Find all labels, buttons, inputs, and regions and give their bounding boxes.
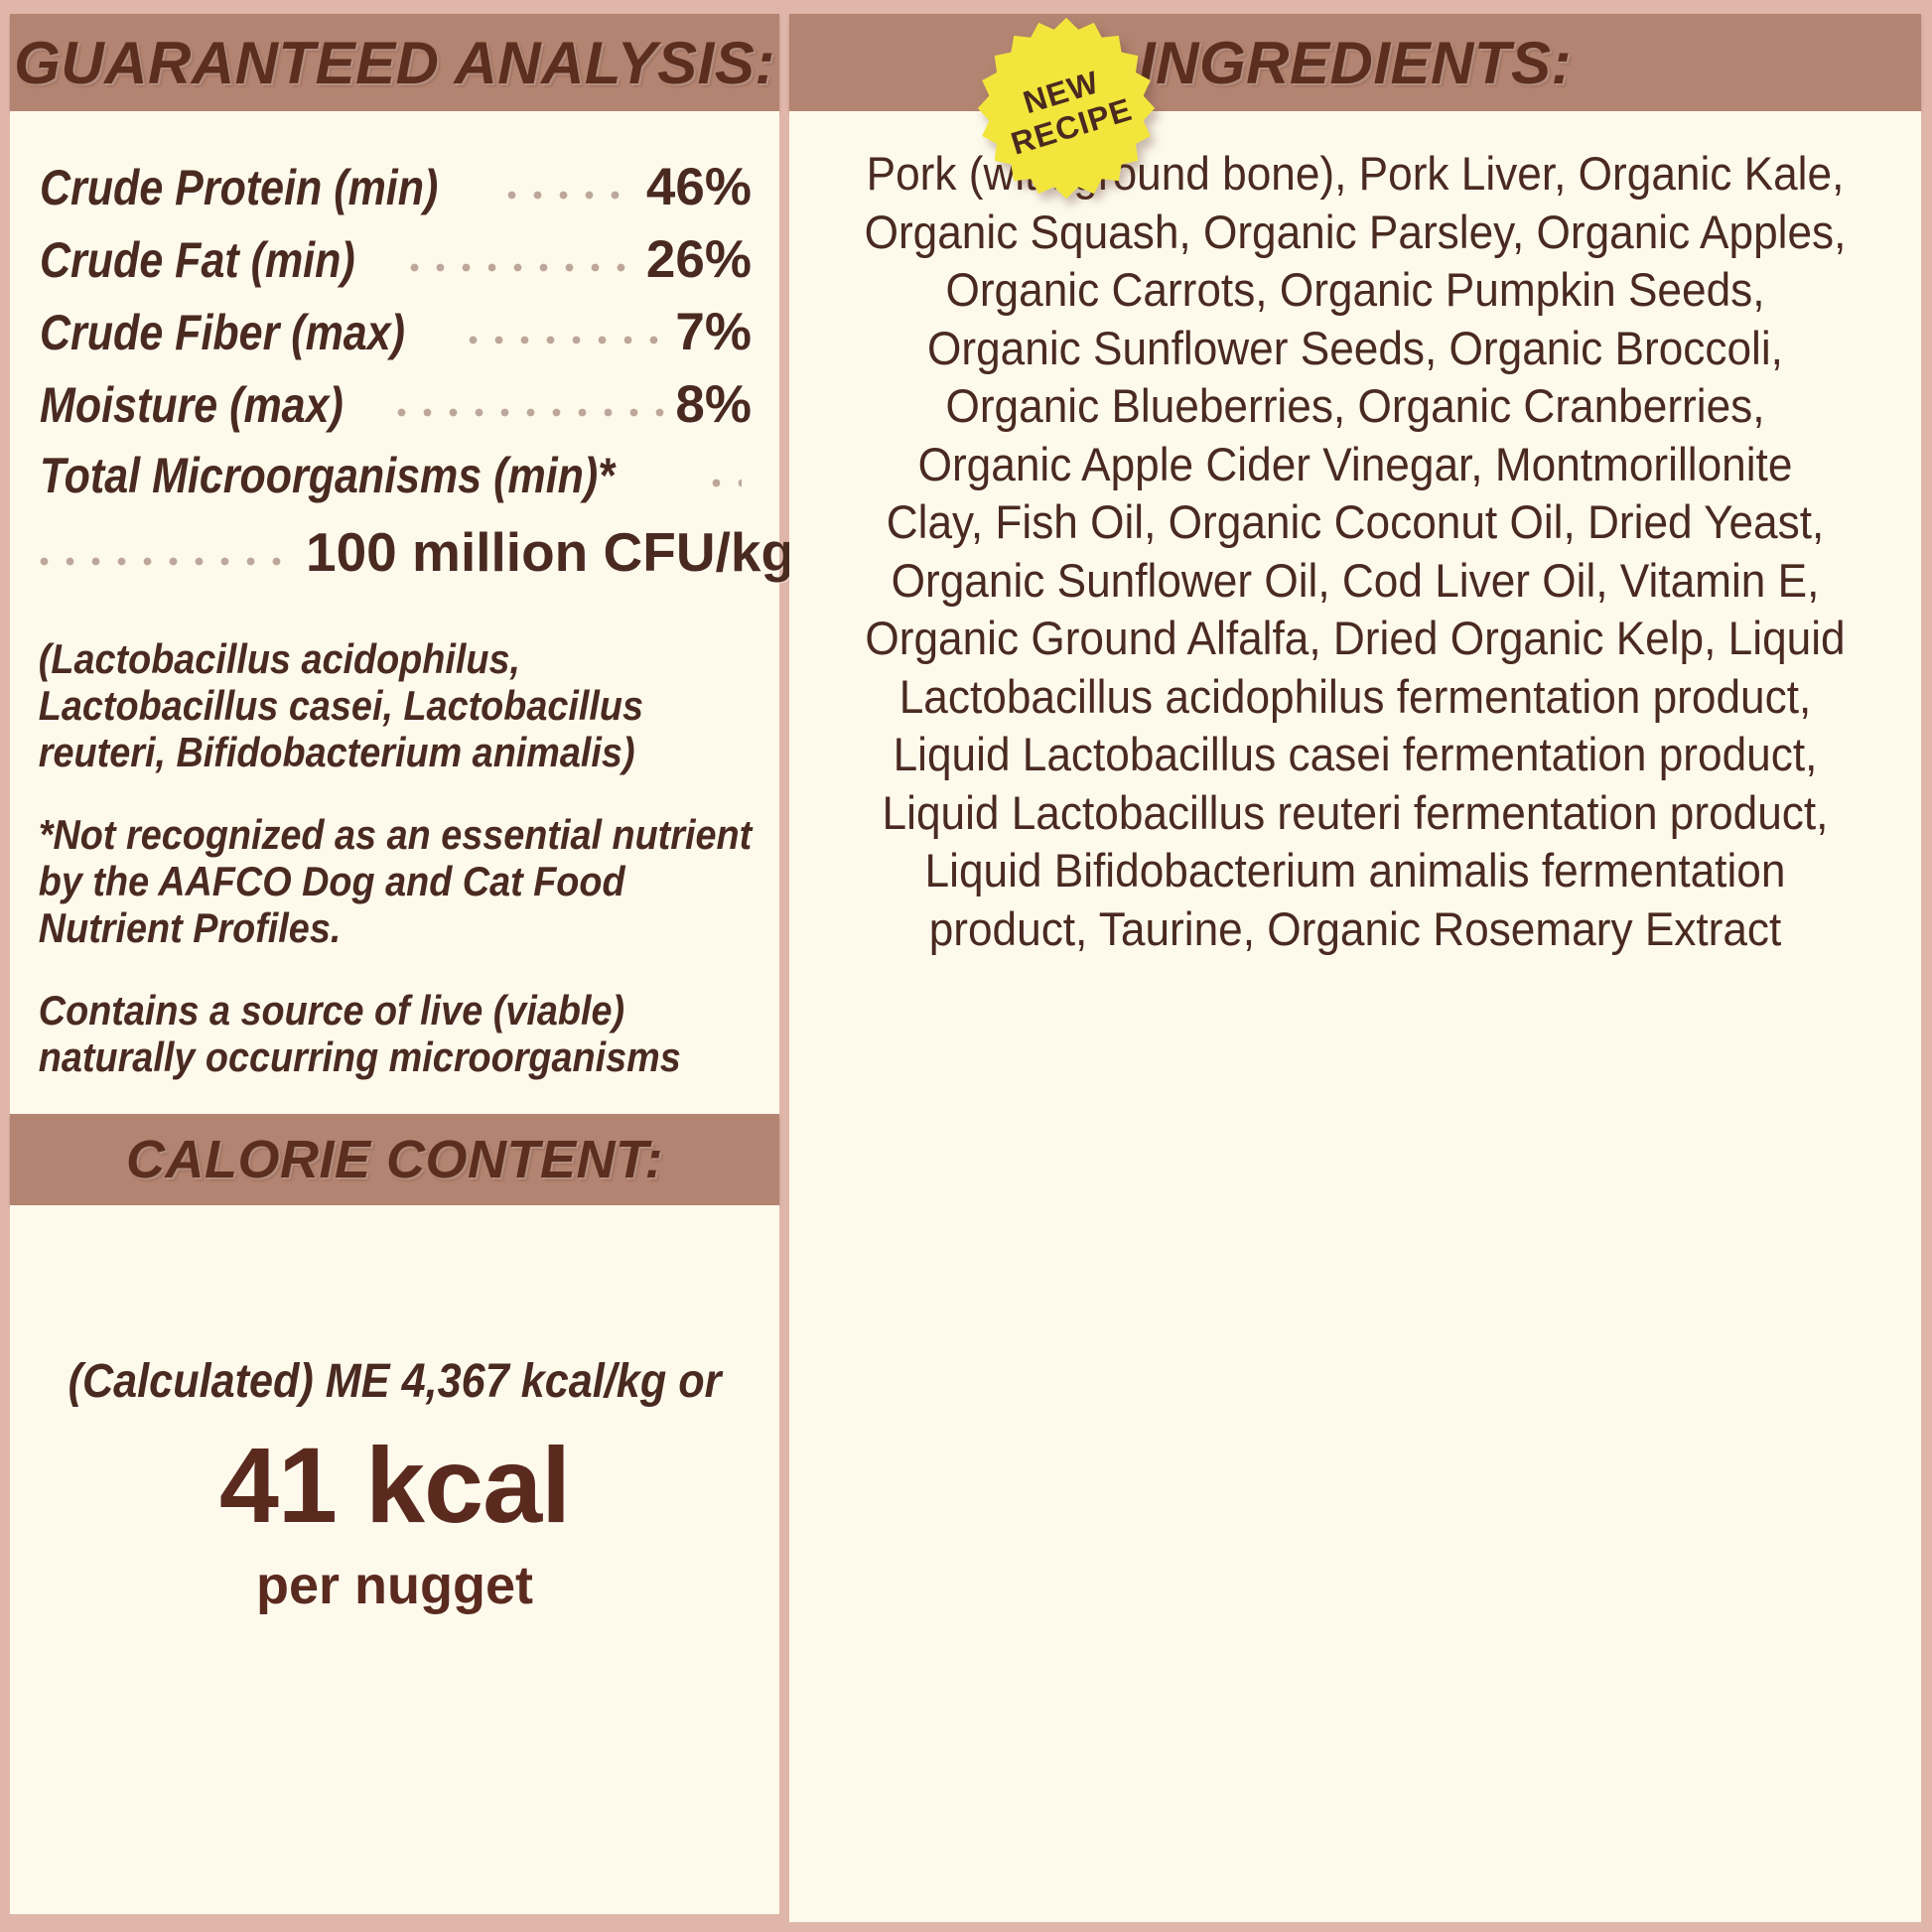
nutrient-row: Crude Fat (min) 26% — [40, 229, 752, 290]
aafco-footnote: *Not recognized as an essential nutrient… — [38, 811, 753, 952]
ingredients-header-bar: INGREDIENTS: — [789, 14, 1921, 111]
guaranteed-analysis-body: Crude Protein (min) 46% Crude Fat (min) … — [10, 111, 794, 1178]
calorie-content-title: CALORIE CONTENT: — [126, 1130, 663, 1189]
nutrient-label: Total Microorganisms (min)* — [40, 448, 615, 503]
nutrient-row: Total Microorganisms (min)* — [40, 447, 752, 504]
new-recipe-badge: NEW RECIPE — [973, 16, 1160, 203]
probiotic-strains-note: (Lactobacillus acidophilus, Lactobacillu… — [38, 635, 644, 776]
nutrient-label: Crude Protein (min) — [40, 160, 439, 215]
guaranteed-analysis-title: GUARANTEED ANALYSIS: — [14, 29, 775, 96]
nutrient-label: Crude Fiber (max) — [40, 305, 405, 360]
nutrient-value: 46% — [645, 158, 752, 216]
dot-leader — [506, 189, 637, 205]
ingredients-list-text: Pork (with ground bone), Pork Liver, Org… — [864, 147, 1847, 955]
calorie-content-header-bar: CALORIE CONTENT: — [10, 1114, 779, 1205]
dot-leader — [40, 555, 288, 571]
dot-leader — [468, 334, 666, 349]
dot-leader — [712, 477, 743, 492]
starburst-icon — [977, 17, 1156, 200]
dot-leader — [410, 261, 637, 277]
dot-leader — [396, 406, 666, 422]
kcal-per-nugget-value: 41 kcal — [218, 1425, 571, 1545]
nutrient-row: Crude Protein (min) 46% — [40, 157, 752, 217]
nutrient-label: Moisture (max) — [40, 377, 344, 433]
ingredients-panel: INGREDIENTS: Pork (with ground bone), Po… — [789, 14, 1921, 1922]
ingredients-title: INGREDIENTS: — [1138, 29, 1573, 96]
kcal-per-nugget-unit: per nugget — [256, 1556, 533, 1615]
nutrient-label: Crude Fat (min) — [40, 232, 355, 288]
nutrient-value: 8% — [675, 375, 752, 434]
nutrient-row: Crude Fiber (max) 7% — [40, 302, 752, 362]
calorie-content-panel: CALORIE CONTENT: (Calculated) ME 4,367 k… — [10, 1114, 779, 1914]
cfu-value: 100 million CFU/kg — [306, 521, 795, 583]
ingredients-body: Pork (with ground bone), Pork Liver, Org… — [789, 111, 1921, 1922]
nutrient-value: 7% — [675, 303, 752, 361]
nutrient-rows: Crude Protein (min) 46% Crude Fat (min) … — [10, 111, 779, 504]
nutrient-value: 26% — [645, 230, 752, 289]
metabolizable-energy-line: (Calculated) ME 4,367 kcal/kg or — [68, 1355, 722, 1408]
guaranteed-analysis-panel: GUARANTEED ANALYSIS: Crude Protein (min)… — [10, 14, 794, 1178]
live-microorganisms-note: Contains a source of live (viable) natur… — [38, 987, 681, 1081]
cfu-row: 100 million CFU/kg — [10, 516, 794, 584]
nutrient-row: Moisture (max) 8% — [40, 374, 752, 435]
guaranteed-analysis-header-bar: GUARANTEED ANALYSIS: — [10, 14, 779, 111]
calorie-content-body: (Calculated) ME 4,367 kcal/kg or 41 kcal… — [10, 1205, 779, 1914]
